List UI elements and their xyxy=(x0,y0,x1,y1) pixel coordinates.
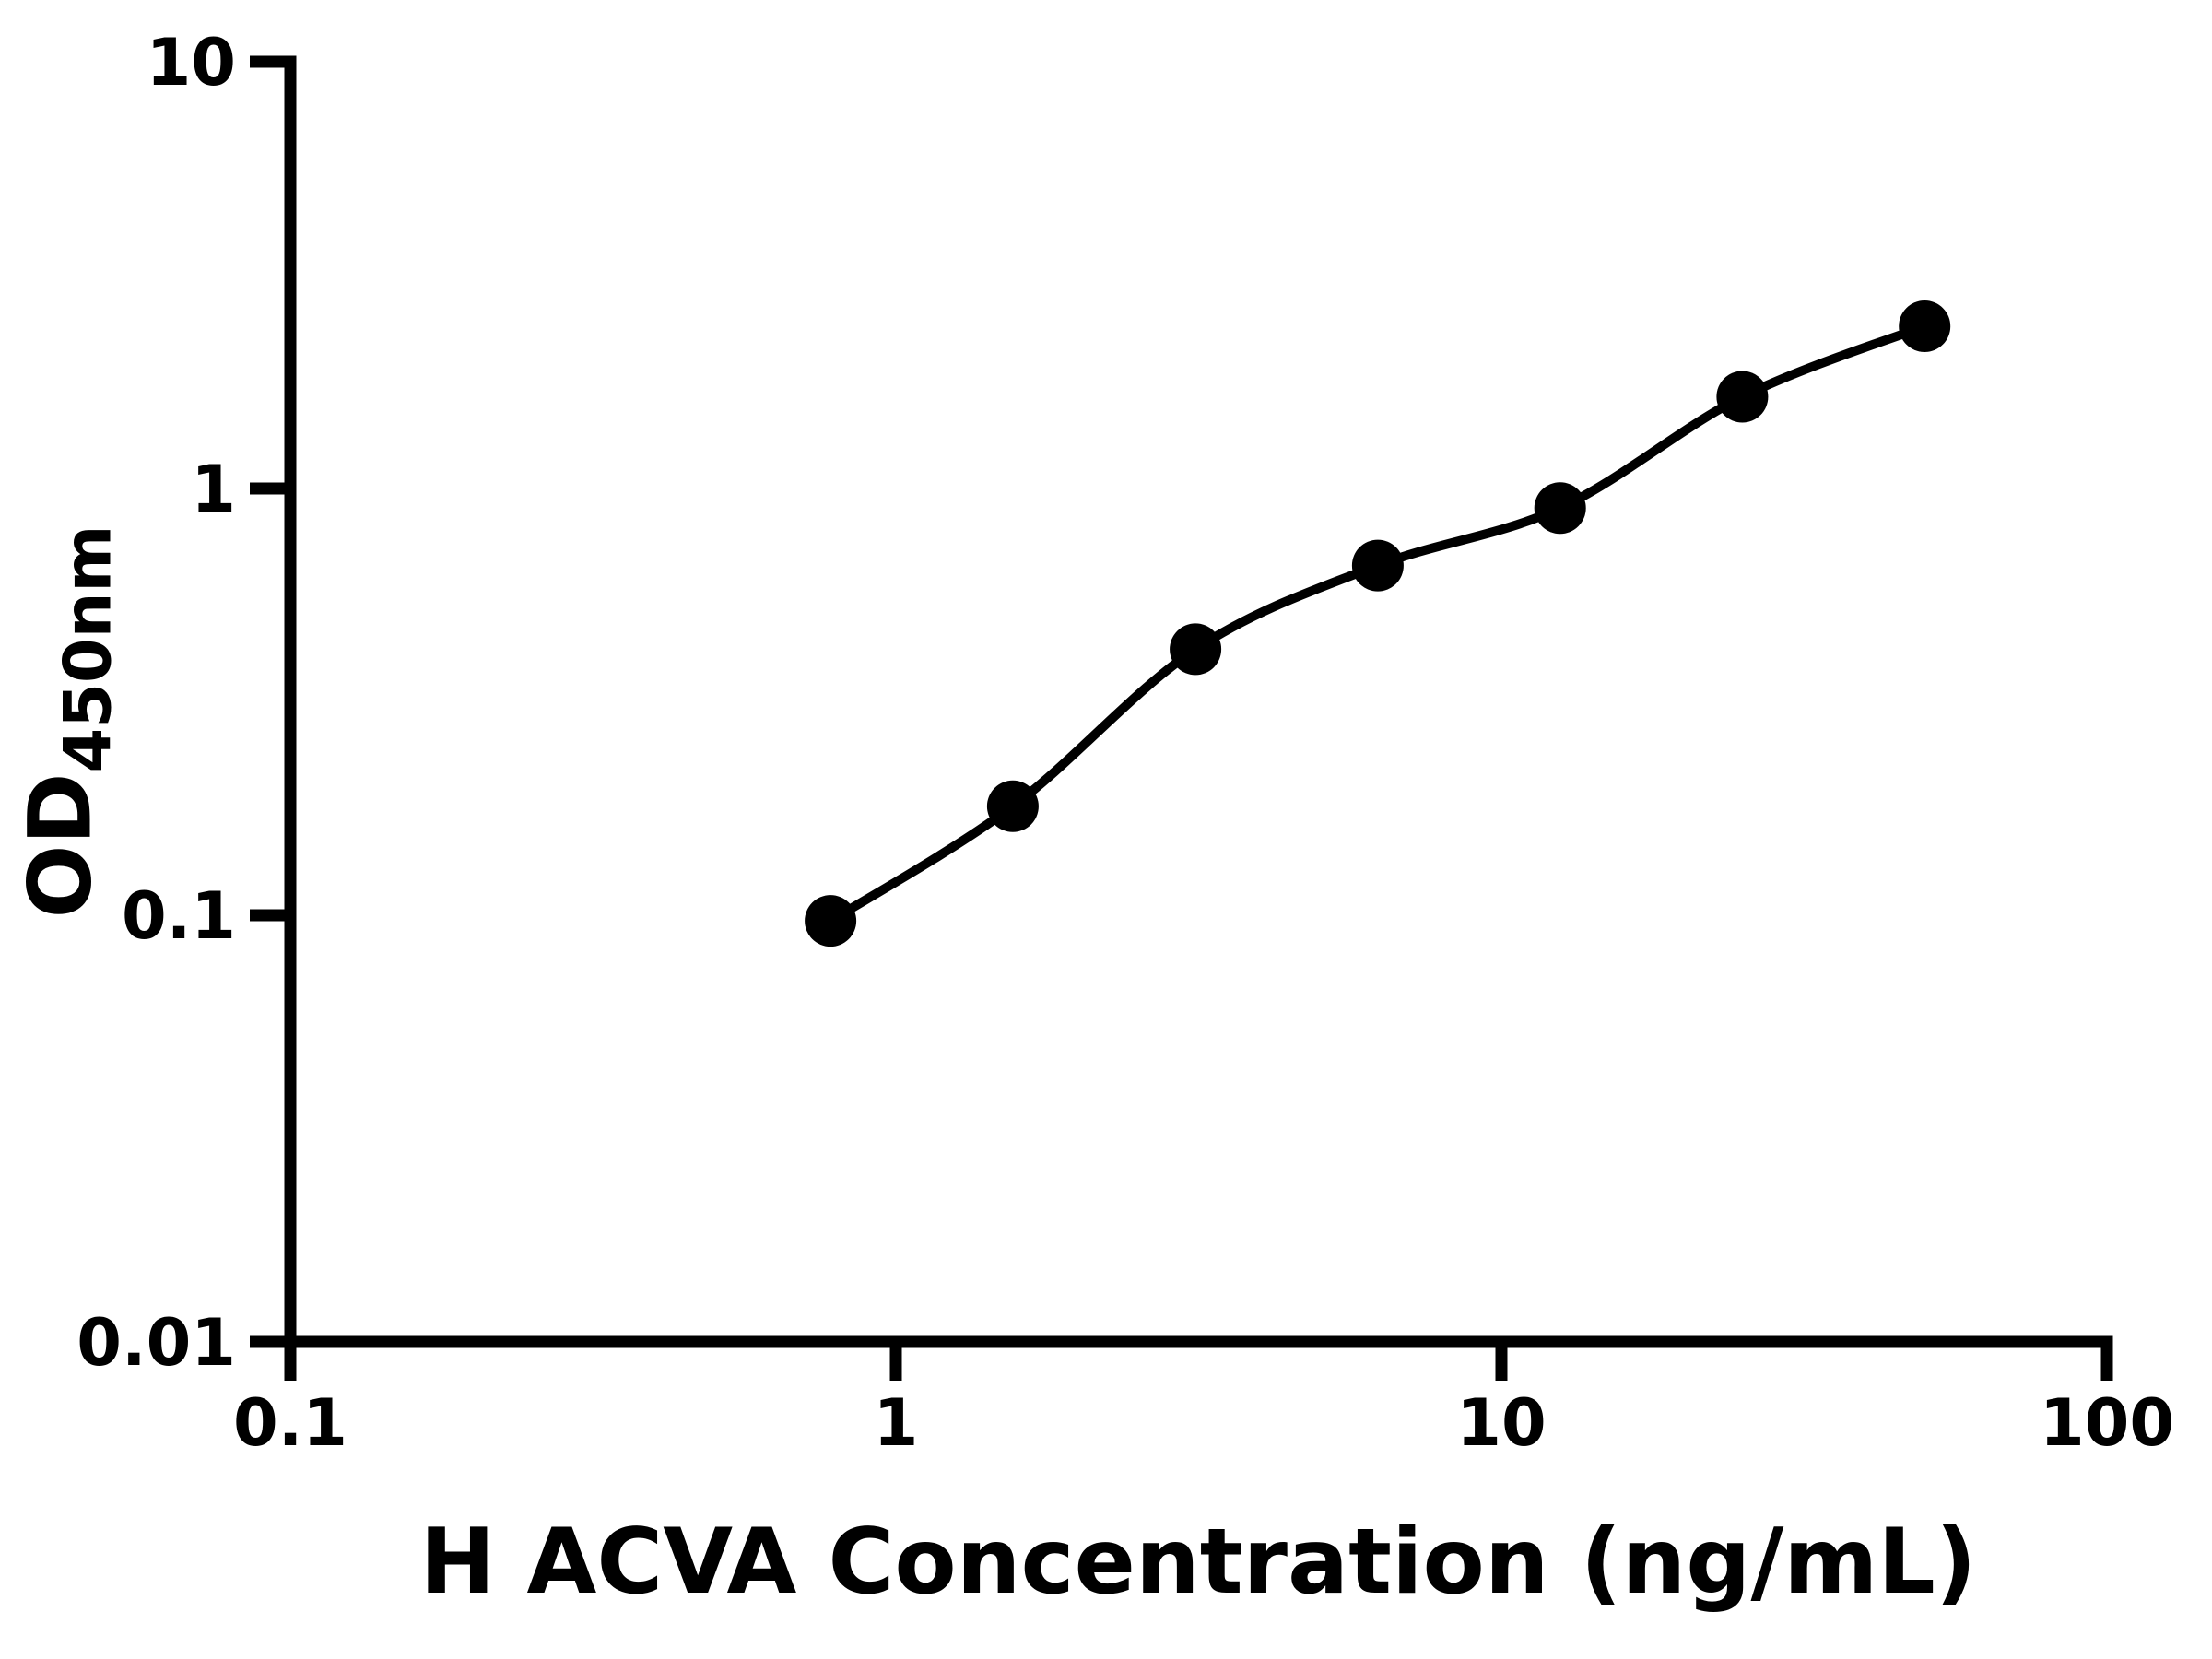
x-tick-label-1: 1 xyxy=(874,1385,919,1461)
y-axis-title-subscript: 450nm xyxy=(50,524,126,773)
data-point-4 xyxy=(1351,539,1404,592)
x-tick-label-0.1: 0.1 xyxy=(233,1385,347,1461)
x-axis-title: H ACVA Concentration (ng/mL) xyxy=(419,1510,1977,1615)
x-tick-label-100: 100 xyxy=(2040,1385,2174,1461)
fit-curve xyxy=(826,322,1930,926)
data-point-2 xyxy=(986,780,1039,832)
data-point-5 xyxy=(1534,482,1586,535)
y-axis-title-main: OD xyxy=(10,772,112,919)
y-tick-label-0.01: 0.01 xyxy=(76,1305,236,1381)
y-tick-label-10: 10 xyxy=(147,25,236,100)
data-point-1 xyxy=(805,895,857,947)
data-point-7 xyxy=(1899,300,1951,352)
y-axis-title: OD450nm xyxy=(11,525,126,919)
y-tick-label-1: 1 xyxy=(191,452,236,527)
y-tick-label-0.1: 0.1 xyxy=(122,878,236,954)
data-point-6 xyxy=(1716,371,1769,423)
data-point-3 xyxy=(1170,623,1222,676)
x-tick-label-10: 10 xyxy=(1456,1385,1546,1461)
